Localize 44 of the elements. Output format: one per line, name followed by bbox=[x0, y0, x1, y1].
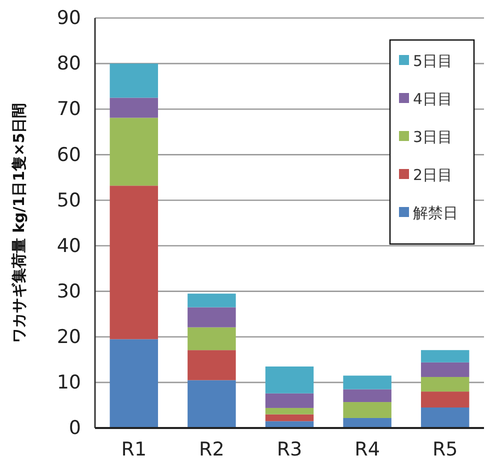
y-tick-label: 90 bbox=[56, 7, 81, 30]
bar bbox=[265, 414, 314, 422]
bar bbox=[188, 294, 236, 308]
legend-label: 5日目 bbox=[413, 52, 453, 70]
bar bbox=[343, 402, 392, 418]
x-tick-label: R1 bbox=[121, 438, 147, 460]
bar bbox=[265, 408, 314, 414]
bar bbox=[420, 408, 470, 428]
bar bbox=[110, 118, 158, 186]
y-tick-label: 10 bbox=[56, 372, 81, 394]
bar bbox=[343, 376, 392, 390]
bar bbox=[420, 376, 470, 392]
y-tick-label: 20 bbox=[56, 326, 81, 348]
y-tick-label: 70 bbox=[56, 98, 81, 120]
bar bbox=[343, 389, 392, 402]
y-tick-label: 30 bbox=[56, 280, 81, 302]
y-tick-label: 40 bbox=[56, 234, 81, 257]
legend-label: 4日目 bbox=[413, 90, 453, 108]
bar bbox=[265, 366, 314, 394]
y-axis-title: ワカサギ集荷量 kg/1日1隻×5日間 bbox=[10, 102, 28, 344]
legend-label: 2日目 bbox=[413, 166, 453, 184]
bar bbox=[110, 186, 158, 340]
bar bbox=[188, 307, 236, 328]
bar bbox=[420, 392, 470, 408]
bar bbox=[188, 380, 236, 428]
y-tick-label: 50 bbox=[56, 189, 81, 212]
x-tick-label: R5 bbox=[432, 438, 458, 460]
x-tick-label: R4 bbox=[354, 438, 380, 460]
legend-label: 3日目 bbox=[413, 128, 453, 146]
bar bbox=[188, 327, 236, 350]
bar bbox=[110, 64, 158, 98]
bar bbox=[420, 350, 470, 362]
bar bbox=[110, 339, 158, 428]
bar bbox=[188, 350, 236, 380]
y-tick-label: 60 bbox=[56, 144, 81, 166]
x-tick-label: R2 bbox=[199, 438, 224, 460]
y-tick-label: 0 bbox=[68, 417, 81, 440]
bar bbox=[343, 418, 392, 428]
bar bbox=[265, 393, 314, 408]
y-tick-label: 80 bbox=[56, 52, 81, 75]
legend-label: 解禁日 bbox=[413, 204, 458, 222]
bar bbox=[110, 98, 158, 118]
bar bbox=[420, 362, 470, 377]
x-tick-label: R3 bbox=[276, 438, 302, 460]
